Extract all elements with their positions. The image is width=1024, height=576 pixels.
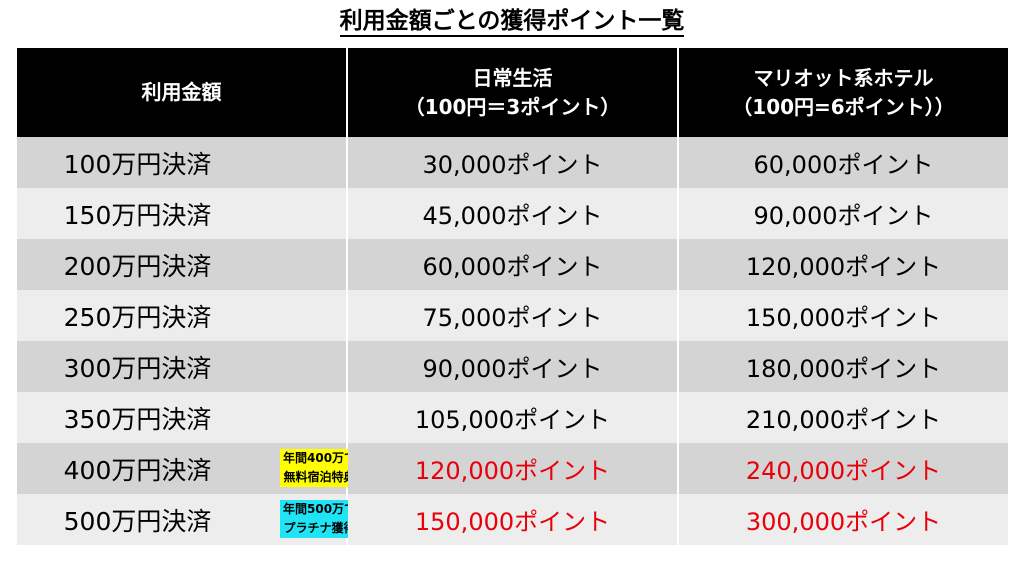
badge-line1: 年間400万で [283,451,357,465]
amount-cell: 400万円決済 年間400万で 無料宿泊特典 [17,443,360,494]
platinum-badge: 年間500万で プラチナ獲得 [280,500,360,538]
table-row: 200万円決済 60,000ポイント 120,000ポイント [17,239,1008,290]
badge-line2: プラチナ獲得 [283,521,356,535]
page-title-text: 利用金額ごとの獲得ポイント一覧 [339,8,685,37]
table-row: 100万円決済 30,000ポイント 60,000ポイント [17,137,1008,188]
header-marriott: マリオット系ホテル （100円=6ポイント）） [678,48,1008,137]
marriott-points-cell: 240,000ポイント [678,443,1008,494]
daily-points-cell: 45,000ポイント [347,188,679,239]
table-row: 400万円決済 年間400万で 無料宿泊特典 120,000ポイント 240,0… [17,443,1008,494]
marriott-points-cell: 60,000ポイント [678,137,1008,188]
free-night-badge: 年間400万で 無料宿泊特典 [280,449,360,487]
points-table: 利用金額 日常生活 （100円＝3ポイント） マリオット系ホテル （100円=6… [17,48,1008,545]
header-marriott-line2: （100円=6ポイント）） [732,94,955,119]
daily-points-cell: 150,000ポイント [347,494,679,545]
daily-points-cell: 105,000ポイント [347,392,679,443]
amount-cell: 500万円決済 年間500万で プラチナ獲得 [17,494,360,545]
header-amount: 利用金額 [17,48,348,137]
daily-points-cell: 90,000ポイント [347,341,679,392]
badge-line2: 無料宿泊特典 [283,470,356,484]
header-daily: 日常生活 （100円＝3ポイント） [347,48,679,137]
amount-cell: 300万円決済 [17,341,348,392]
amount-cell: 250万円決済 [17,290,348,341]
daily-points-cell: 75,000ポイント [347,290,679,341]
table-row: 150万円決済 45,000ポイント 90,000ポイント [17,188,1008,239]
table-row: 350万円決済 105,000ポイント 210,000ポイント [17,392,1008,443]
table-row: 300万円決済 90,000ポイント 180,000ポイント [17,341,1008,392]
daily-points-cell: 60,000ポイント [347,239,679,290]
header-amount-label: 利用金額 [141,80,222,104]
table-header-row: 利用金額 日常生活 （100円＝3ポイント） マリオット系ホテル （100円=6… [17,48,1008,137]
amount-text: 500万円決済 [63,506,212,536]
amount-cell: 100万円決済 [17,137,348,188]
amount-cell: 350万円決済 [17,392,348,443]
daily-points-cell: 30,000ポイント [347,137,679,188]
header-daily-line1: 日常生活 [472,65,553,90]
marriott-points-cell: 150,000ポイント [678,290,1008,341]
header-marriott-line1: マリオット系ホテル [753,65,934,90]
marriott-points-cell: 180,000ポイント [678,341,1008,392]
table-row: 500万円決済 年間500万で プラチナ獲得 150,000ポイント 300,0… [17,494,1008,545]
marriott-points-cell: 90,000ポイント [678,188,1008,239]
page-title: 利用金額ごとの獲得ポイント一覧 [0,4,1024,38]
amount-text: 400万円決済 [63,455,212,485]
marriott-points-cell: 300,000ポイント [678,494,1008,545]
header-daily-line2: （100円＝3ポイント） [404,94,621,119]
table-row: 250万円決済 75,000ポイント 150,000ポイント [17,290,1008,341]
marriott-points-cell: 120,000ポイント [678,239,1008,290]
daily-points-cell: 120,000ポイント [347,443,679,494]
marriott-points-cell: 210,000ポイント [678,392,1008,443]
amount-cell: 150万円決済 [17,188,348,239]
amount-cell: 200万円決済 [17,239,348,290]
badge-line1: 年間500万で [283,502,357,516]
